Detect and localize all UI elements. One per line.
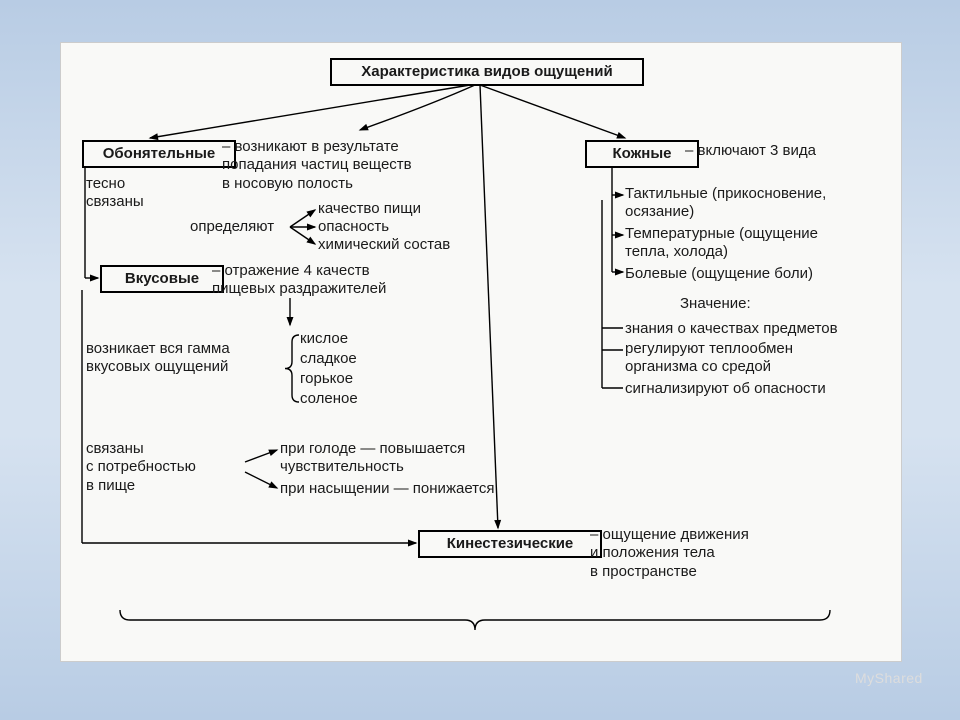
node-hunger: при голоде — повышается чувствительность bbox=[280, 440, 540, 477]
node-pain: Болевые (ощущение боли) bbox=[625, 265, 885, 283]
node-zn2: регулируют теплообмен организма со средо… bbox=[625, 340, 895, 377]
node-t_salt: соленое bbox=[300, 390, 420, 408]
node-q_chem: химический состав bbox=[318, 236, 518, 254]
node-tact: Тактильные (прикосновение, осязание) bbox=[625, 185, 885, 222]
node-gamma: возникает вся гамма вкусовых ощущений bbox=[86, 340, 286, 377]
node-q_dang: опасность bbox=[318, 218, 488, 236]
node-znach: Значение: bbox=[680, 295, 820, 313]
node-temp: Температурные (ощущение тепла, холода) bbox=[625, 225, 885, 262]
node-zn1: знания о качествах предметов bbox=[625, 320, 895, 338]
watermark-text: MyShared bbox=[855, 670, 923, 686]
node-kines_d: – ощущение движения и положения тела в п… bbox=[590, 526, 850, 581]
node-vkus: Вкусовые bbox=[100, 265, 224, 293]
node-kozh: Кожные bbox=[585, 140, 699, 168]
node-t_sweet: сладкое bbox=[300, 350, 420, 368]
node-vkus_d: – отражение 4 качеств пищевых раздражите… bbox=[212, 262, 462, 299]
node-t_sour: кислое bbox=[300, 330, 420, 348]
node-zn3: сигнализируют об опасности bbox=[625, 380, 895, 398]
node-title: Характеристика видов ощущений bbox=[330, 58, 644, 86]
node-t_bitter: горькое bbox=[300, 370, 420, 388]
node-need: связаны с потребностью в пище bbox=[86, 440, 266, 495]
node-q_food: качество пищи bbox=[318, 200, 488, 218]
node-satiat: при насыщении — понижается bbox=[280, 480, 560, 498]
node-obon_d: – возникают в результате попадания части… bbox=[222, 138, 472, 193]
node-obon: Обонятельные bbox=[82, 140, 236, 168]
node-kines: Кинестезические bbox=[418, 530, 602, 558]
node-opred: определяют bbox=[190, 218, 300, 236]
node-kozh_d: – включают 3 вида bbox=[685, 142, 875, 160]
node-tesno: тесно связаны bbox=[86, 175, 196, 212]
